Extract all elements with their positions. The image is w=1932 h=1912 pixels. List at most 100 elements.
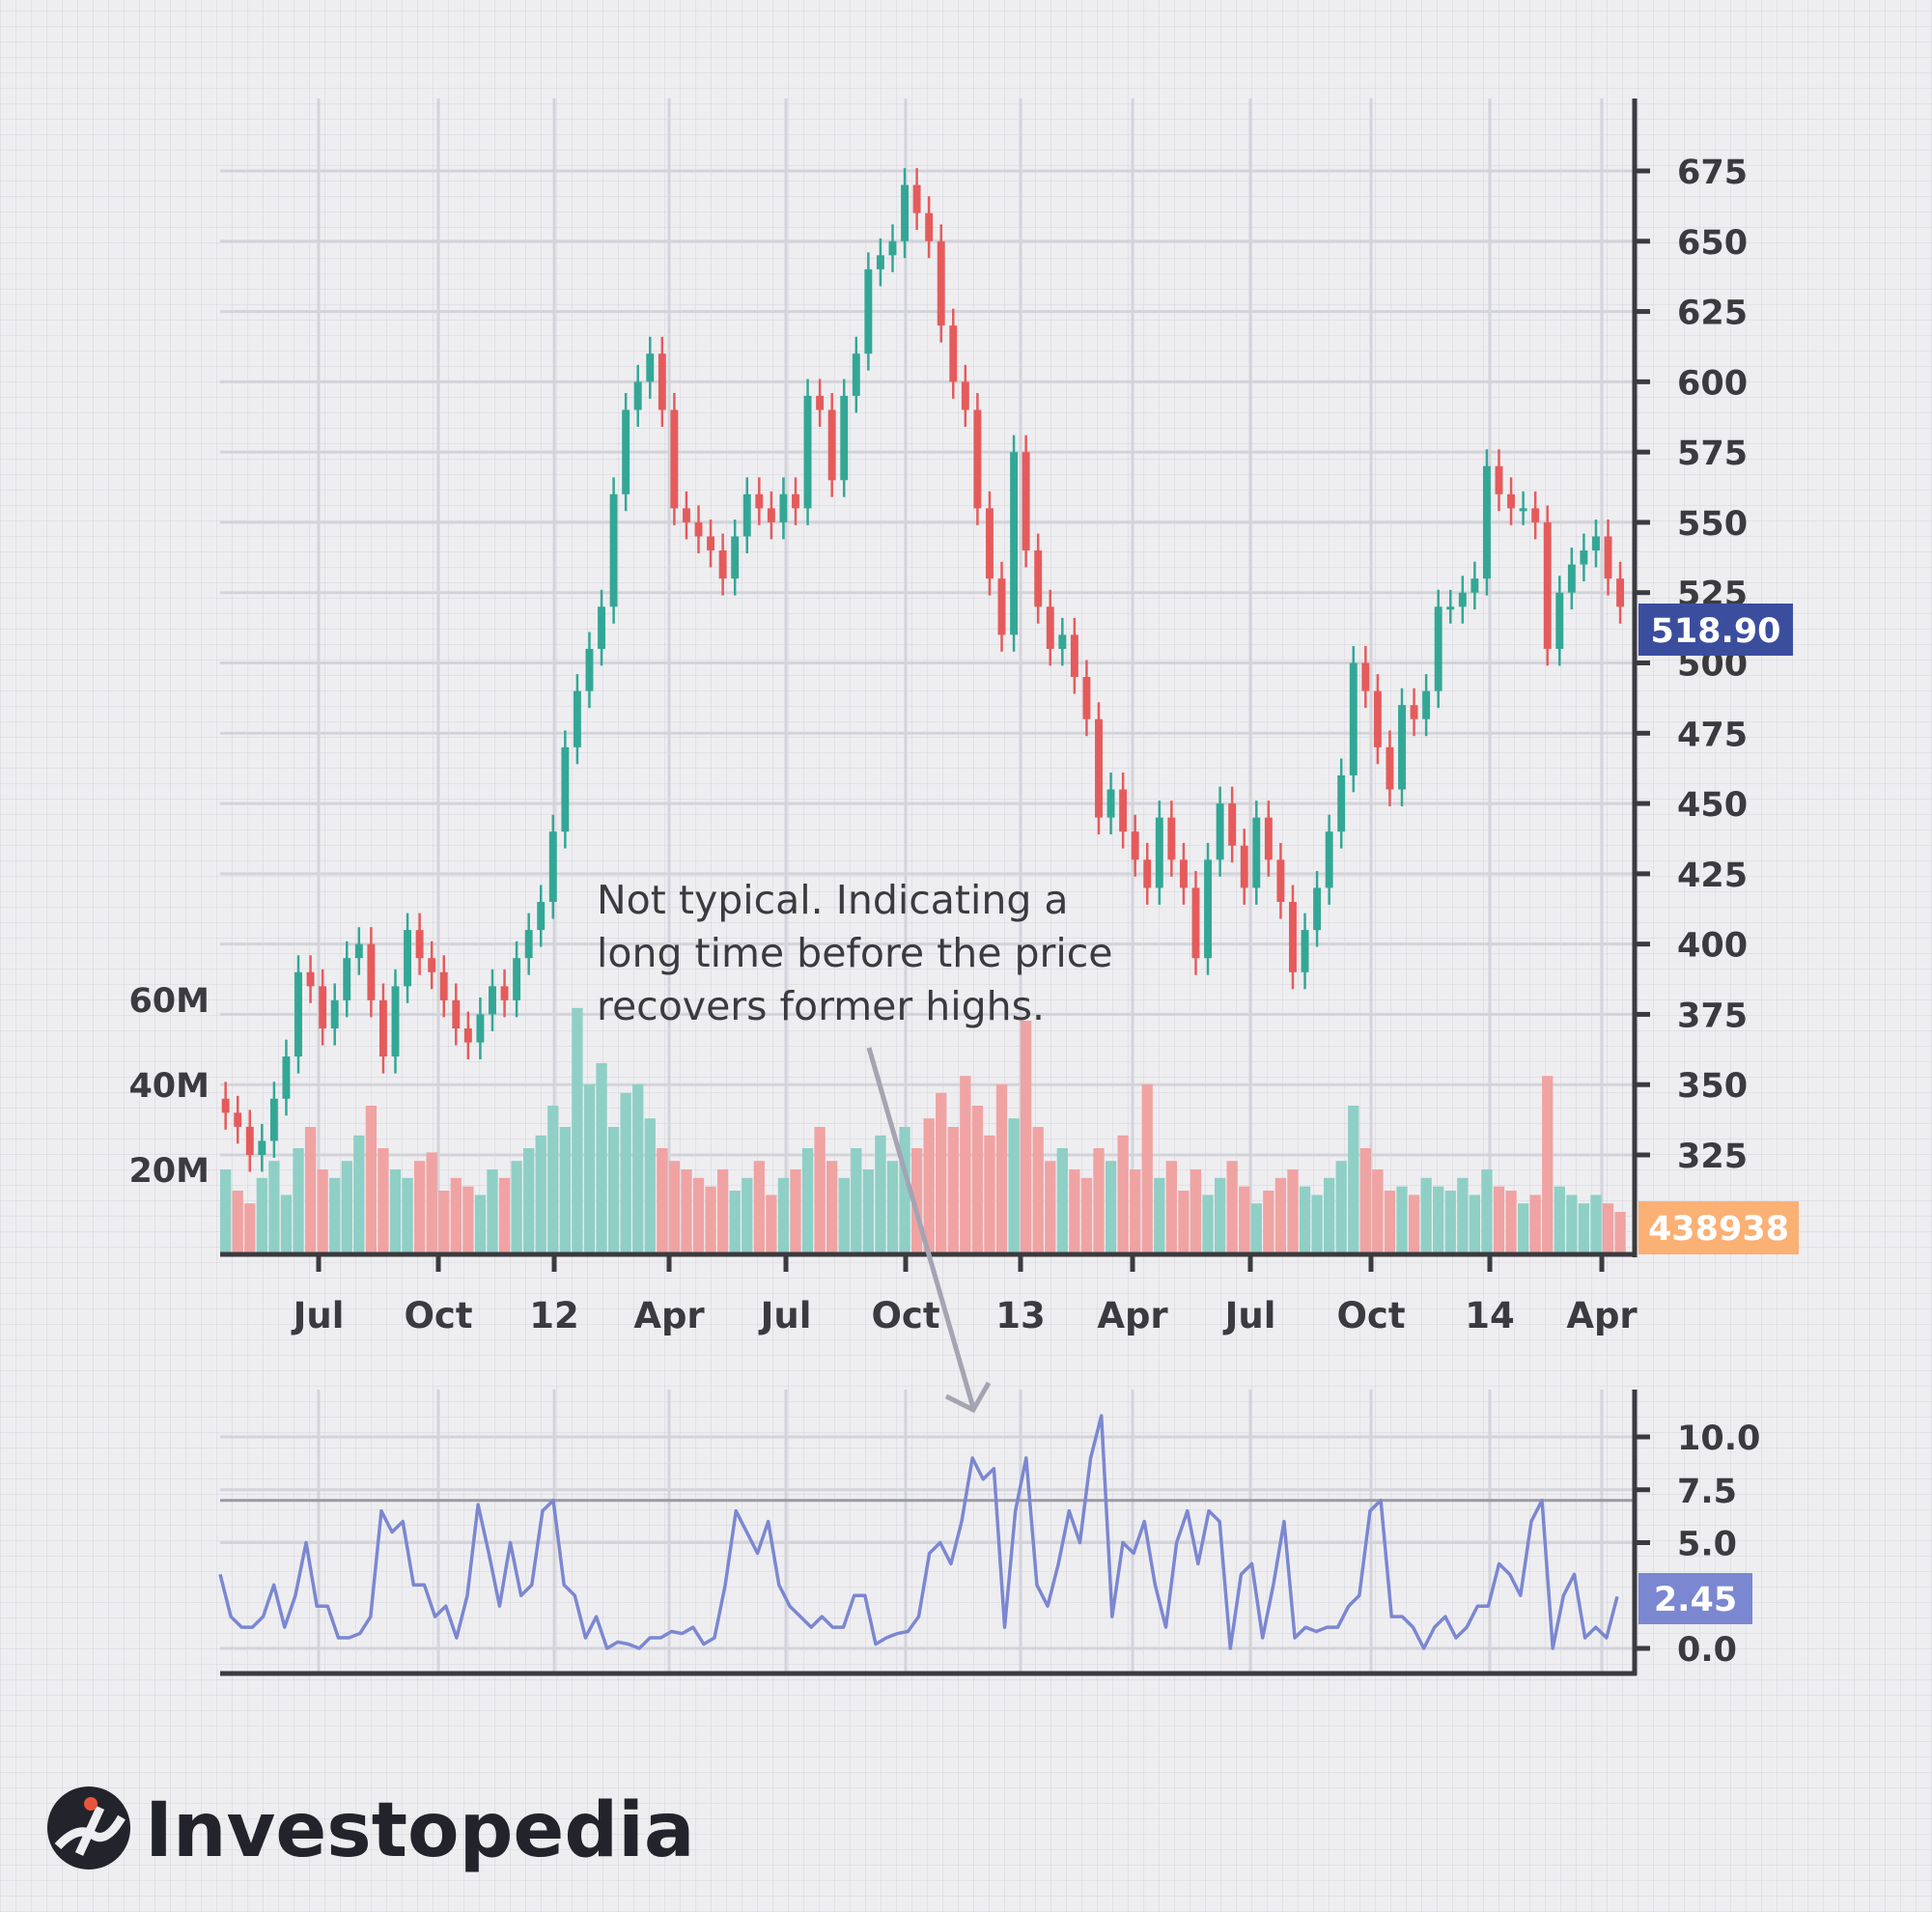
candle: [513, 941, 521, 1018]
candle-body: [1470, 578, 1479, 593]
candle: [573, 674, 581, 765]
volume-bar: [1045, 1161, 1056, 1254]
candle-body: [1616, 578, 1625, 607]
volume-bar: [1141, 1084, 1153, 1254]
volume-bar: [1130, 1169, 1141, 1254]
y-tick-label: 675: [1677, 154, 1748, 192]
candle: [1228, 786, 1237, 863]
volume-bar: [426, 1152, 437, 1254]
candle: [646, 336, 655, 399]
candle-body: [367, 943, 376, 1000]
candle-body: [1264, 817, 1273, 860]
candle: [1143, 842, 1152, 905]
candle-body: [513, 958, 521, 1000]
volume-bar: [547, 1106, 559, 1254]
volume-bar: [1190, 1169, 1202, 1254]
volume-bar: [995, 1084, 1008, 1254]
volume-bar: [838, 1177, 850, 1254]
candle: [1204, 842, 1212, 975]
last-price-label: 518.90: [1650, 612, 1780, 651]
volume-bar: [1311, 1195, 1323, 1254]
candle-body: [561, 746, 570, 832]
candle-body: [294, 971, 302, 1057]
volume-tick-label: 60M: [128, 982, 210, 1021]
volume-bar: [1165, 1161, 1178, 1254]
candle-body: [428, 958, 436, 972]
candle-body: [391, 986, 400, 1057]
candle-body: [1604, 536, 1612, 579]
x-tick-label: Jul: [758, 1295, 812, 1336]
y-tick-label: 350: [1677, 1067, 1748, 1106]
volume-bar: [716, 1169, 729, 1254]
volume-bar: [644, 1118, 656, 1254]
candle: [1106, 773, 1115, 835]
y-tick-label: 550: [1677, 505, 1748, 544]
volume-bar: [1396, 1186, 1408, 1254]
candle: [234, 1095, 242, 1144]
candle: [1580, 533, 1588, 582]
volume-bar: [862, 1169, 875, 1254]
volume-bar: [753, 1161, 765, 1254]
candle: [1361, 646, 1370, 709]
annotation-line-2: long time before the price: [597, 930, 1113, 976]
candle-body: [234, 1112, 242, 1127]
candle: [707, 520, 715, 568]
candle-body: [1555, 592, 1564, 649]
candle-body: [755, 493, 764, 509]
volume-bar: [1202, 1195, 1214, 1254]
volume-bar: [947, 1127, 959, 1254]
volume-bar: [353, 1135, 365, 1254]
volume-bar: [984, 1135, 995, 1254]
oscillator-panel: [218, 1414, 1635, 1650]
candle-body: [1204, 859, 1212, 959]
candle: [548, 814, 557, 919]
candle-body: [1495, 465, 1503, 494]
candle: [670, 393, 679, 525]
candle-body: [961, 381, 969, 410]
volume-bar: [923, 1118, 935, 1254]
osc-tick-label: 10.0: [1677, 1420, 1760, 1458]
candle-body: [1543, 521, 1552, 649]
candle: [1373, 674, 1382, 765]
volume-bar: [826, 1161, 838, 1254]
candle-body: [767, 508, 775, 522]
candle: [367, 927, 376, 1018]
volume-bar: [596, 1063, 607, 1254]
candle-body: [1058, 634, 1067, 649]
volume-bar: [1105, 1161, 1117, 1254]
candle-body: [404, 930, 412, 987]
candle: [1289, 885, 1297, 990]
candle-body: [670, 409, 679, 509]
candle: [779, 477, 788, 540]
volume-bar: [1263, 1191, 1274, 1254]
candle-body: [585, 648, 594, 691]
annotation-line-3: recovers former highs.: [597, 983, 1045, 1029]
x-tick-label: 12: [529, 1295, 579, 1336]
x-tick-label: Jul: [1222, 1295, 1276, 1336]
candle-body: [901, 184, 909, 241]
y-tick-label: 450: [1677, 786, 1748, 825]
candle-body: [1131, 831, 1139, 860]
candle: [827, 393, 836, 497]
candle: [476, 997, 485, 1060]
candle-body: [1422, 690, 1431, 719]
candle: [354, 927, 363, 975]
candle-body: [827, 409, 836, 481]
candle-body: [694, 521, 703, 537]
volume-bar: [1372, 1169, 1384, 1254]
candle-body: [269, 1098, 278, 1141]
candle: [937, 224, 945, 343]
candlesticks: [221, 168, 1625, 1172]
candle-body: [1507, 493, 1516, 509]
investopedia-logo: Investopedia: [47, 1786, 695, 1874]
volume-bar: [244, 1203, 256, 1254]
candle-body: [282, 1056, 291, 1099]
candle-body: [707, 536, 715, 551]
x-tick-label: Apr: [1566, 1295, 1638, 1336]
oscillator-line: [218, 1414, 1619, 1650]
y-tick-label: 625: [1677, 295, 1748, 333]
candle: [755, 477, 764, 525]
annotation: Not typical. Indicating a long time befo…: [597, 877, 1113, 1414]
candle-body: [378, 999, 387, 1057]
candle-body: [500, 986, 509, 1000]
